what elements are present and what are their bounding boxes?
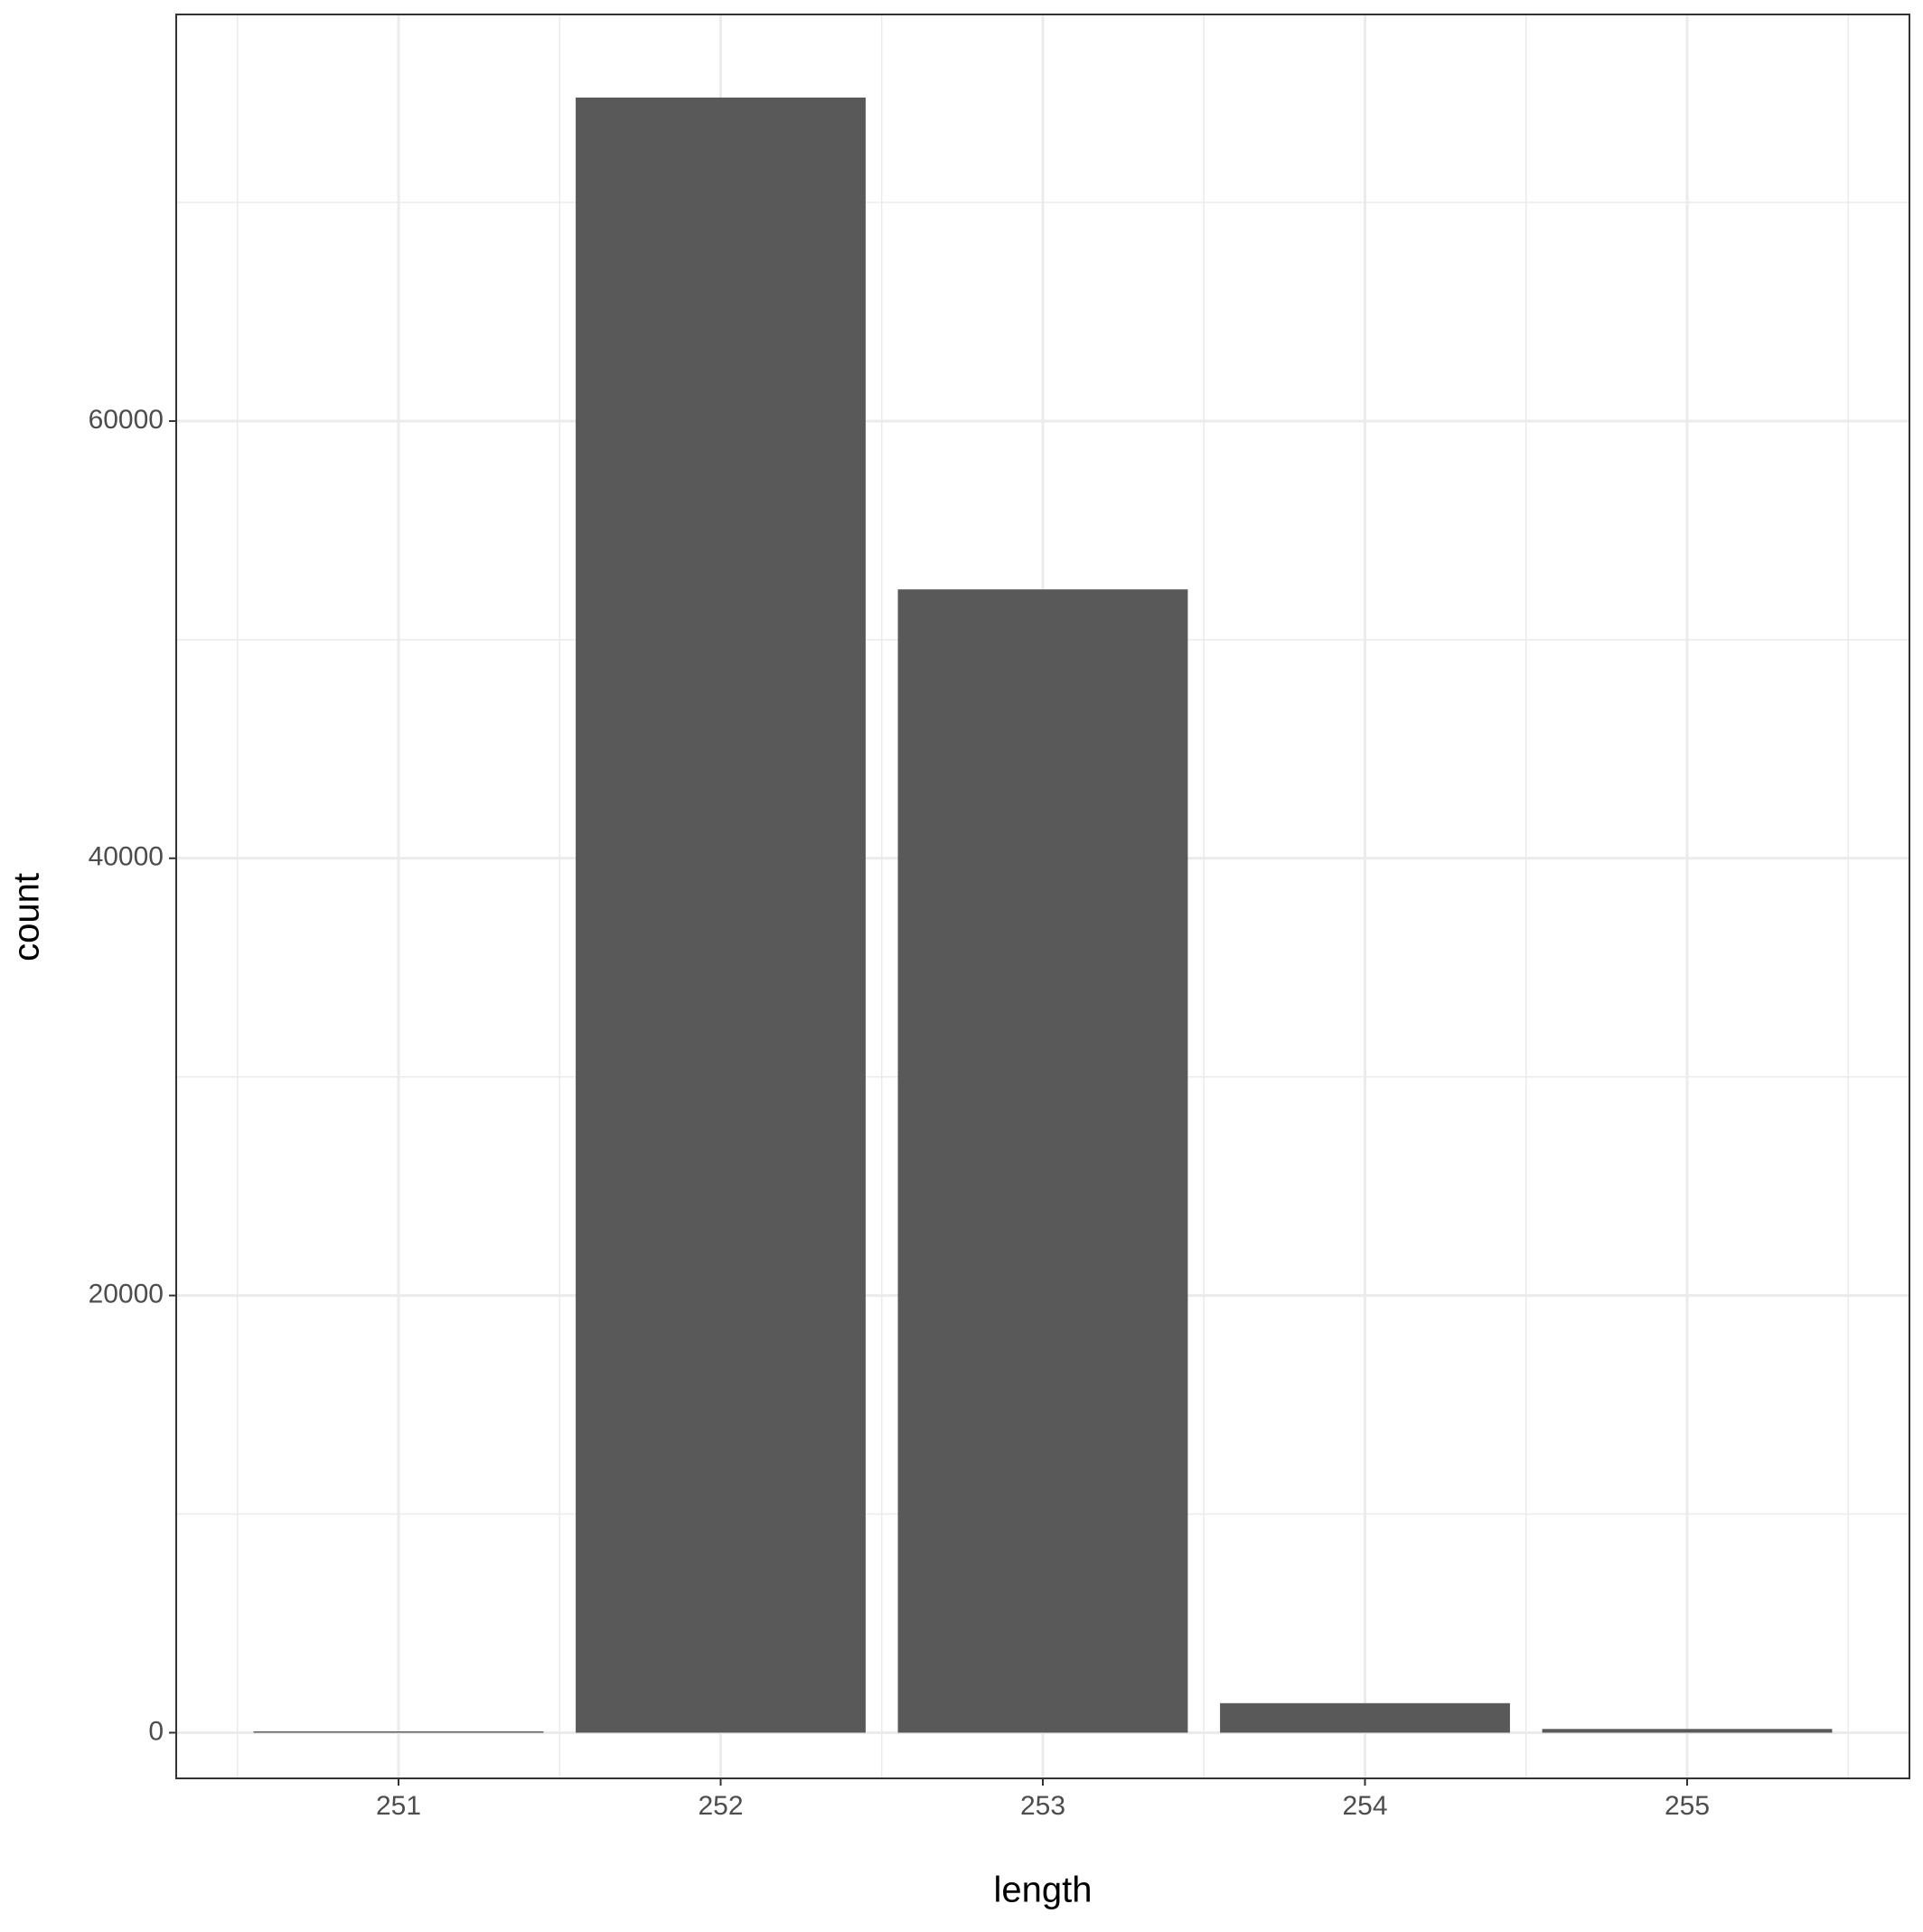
y-tick-label: 40000 <box>89 842 164 872</box>
y-tick-label: 0 <box>148 1716 164 1746</box>
bar <box>1220 1702 1510 1733</box>
x-tick-label: 255 <box>1665 1791 1710 1821</box>
y-axis-title: count <box>7 873 47 961</box>
x-tick-label: 254 <box>1342 1791 1387 1821</box>
x-axis-title: length <box>994 1871 1093 1910</box>
bar <box>253 1730 544 1733</box>
bar <box>1542 1729 1833 1733</box>
bars <box>253 97 1833 1733</box>
y-tick-label: 60000 <box>89 405 164 435</box>
panel-border <box>175 14 1910 1779</box>
x-tick-label: 251 <box>376 1791 421 1821</box>
bar <box>576 97 866 1733</box>
bar <box>897 589 1188 1733</box>
x-tick-label: 252 <box>698 1791 743 1821</box>
x-tick-label: 253 <box>1020 1791 1065 1821</box>
axes: 0 20000 40000 60000 251 252 253 254 255 <box>89 14 1910 1821</box>
y-tick-label: 20000 <box>89 1280 164 1309</box>
